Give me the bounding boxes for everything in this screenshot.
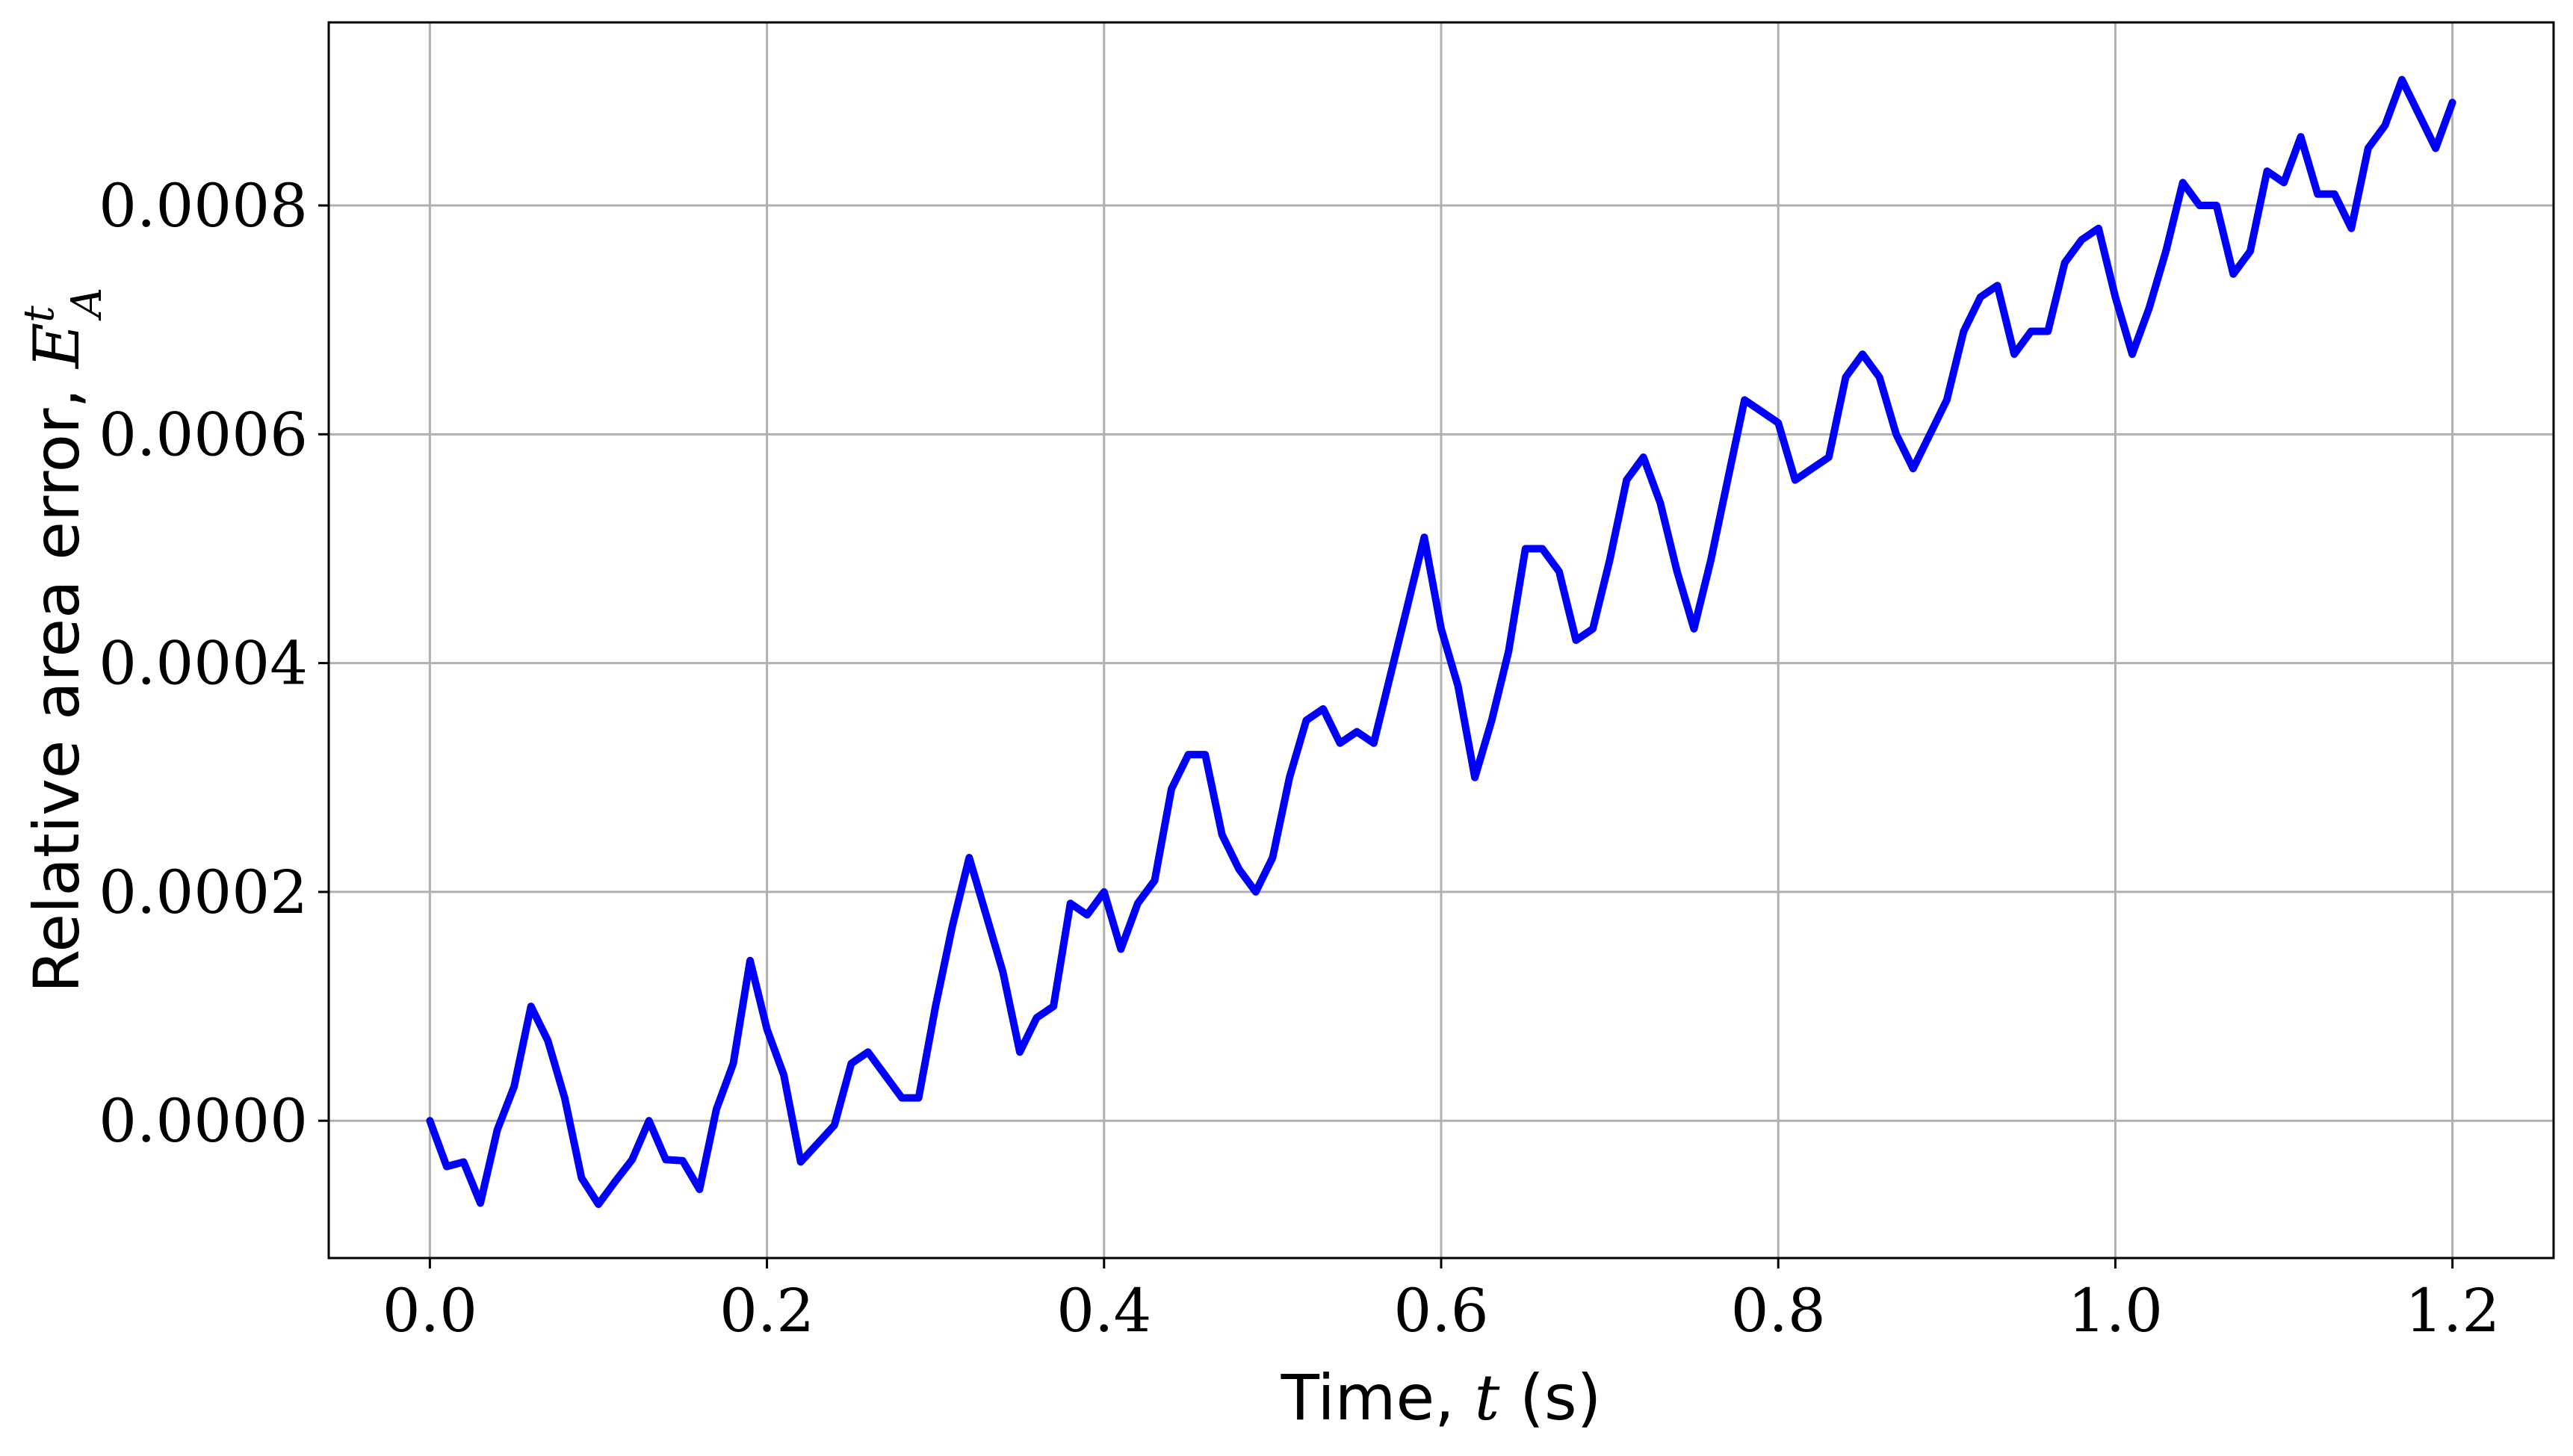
grid [329, 22, 2554, 1258]
x-tick-label: 0.8 [1731, 1276, 1826, 1345]
y-tick-label: 0.0002 [99, 858, 308, 927]
y-axis-label-prefix: Relative area error, [20, 368, 93, 993]
y-tick-label: 0.0004 [99, 629, 308, 698]
x-axis-label: Time, t (s) [1281, 1361, 1602, 1434]
plot-frame [327, 21, 2555, 1260]
x-tick-label: 0.2 [719, 1276, 814, 1345]
x-tick-label: 0.6 [1393, 1276, 1488, 1345]
x-tick-label: 1.0 [2068, 1276, 2163, 1345]
x-tick-label: 0.0 [383, 1276, 477, 1345]
ticks [318, 204, 2454, 1268]
y-tick-label: 0.0008 [99, 171, 308, 241]
x-axis-label-prefix: Time, [1281, 1361, 1475, 1434]
x-tick-label: 0.4 [1056, 1276, 1151, 1345]
x-axis-label-suffix: (s) [1499, 1361, 1601, 1434]
y-axis-label-superscript: t [15, 306, 64, 323]
series-line [426, 75, 2456, 1208]
x-tick-label: 1.2 [2405, 1276, 2500, 1345]
y-tick-label: 0.0006 [99, 400, 308, 469]
y-axis-label: Relative area error, EtA [15, 288, 111, 994]
y-axis-label-subscript: A [63, 288, 111, 321]
y-axis-label-symbol: E [20, 323, 93, 370]
series [426, 75, 2456, 1208]
x-axis-label-symbol: t [1475, 1361, 1500, 1434]
y-tick-label: 0.0000 [99, 1086, 308, 1156]
tick-labels: 0.0 0.2 0.4 0.6 0.8 1.0 1.2 0.0000 0.0002 0.0004 0… [99, 171, 2500, 1345]
